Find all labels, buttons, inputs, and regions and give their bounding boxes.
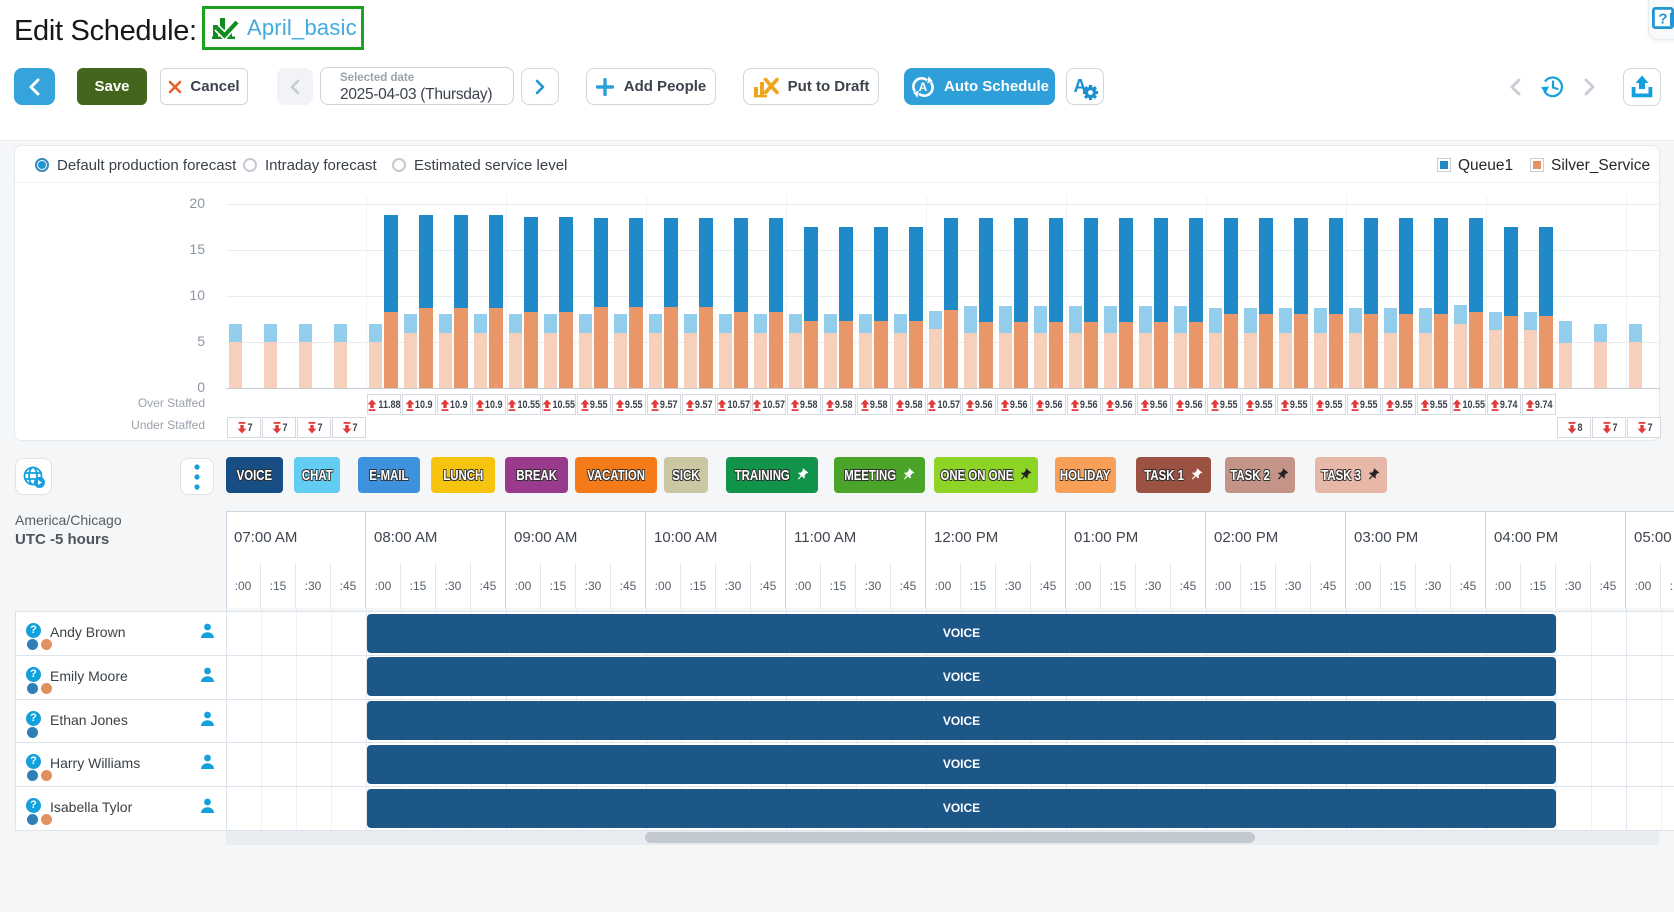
svg-text:?: ? — [1658, 11, 1667, 28]
svg-text:A: A — [919, 80, 928, 94]
